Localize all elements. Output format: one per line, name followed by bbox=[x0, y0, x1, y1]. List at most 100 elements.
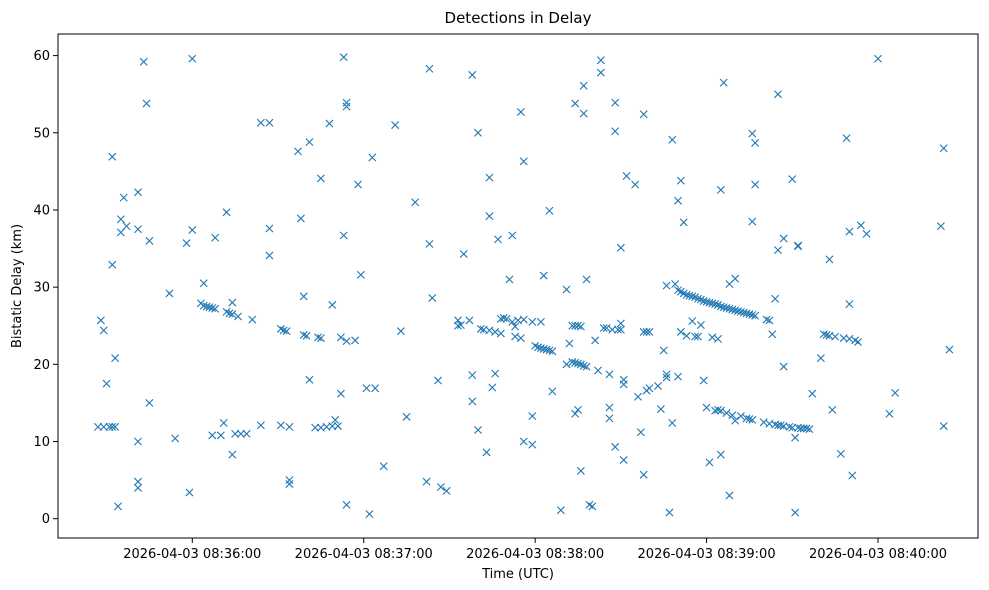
data-point bbox=[545, 206, 554, 215]
data-point bbox=[836, 449, 845, 458]
data-point bbox=[562, 285, 571, 294]
data-point bbox=[579, 361, 588, 370]
data-point bbox=[691, 332, 700, 341]
data-point bbox=[122, 222, 131, 231]
plot-frame bbox=[57, 33, 979, 539]
data-point bbox=[276, 421, 285, 430]
data-point bbox=[542, 345, 551, 354]
data-point bbox=[794, 242, 802, 251]
data-point bbox=[468, 70, 477, 79]
data-point bbox=[208, 304, 217, 312]
data-point bbox=[362, 384, 371, 393]
data-point bbox=[791, 433, 800, 442]
data-point bbox=[591, 336, 600, 345]
data-point bbox=[822, 331, 831, 339]
data-point bbox=[228, 310, 237, 319]
data-point bbox=[336, 333, 345, 342]
data-point bbox=[574, 359, 582, 368]
data-point bbox=[199, 301, 208, 310]
data-point bbox=[645, 384, 654, 393]
data-point bbox=[536, 317, 545, 326]
data-point bbox=[785, 422, 794, 431]
data-point bbox=[519, 315, 528, 324]
data-point bbox=[311, 423, 320, 432]
data-point bbox=[671, 280, 680, 289]
data-point bbox=[816, 354, 825, 363]
data-point bbox=[599, 324, 608, 333]
data-point bbox=[854, 337, 862, 346]
data-point bbox=[856, 221, 865, 230]
data-point bbox=[488, 383, 497, 392]
data-point bbox=[428, 293, 437, 302]
data-point bbox=[482, 448, 491, 457]
data-point bbox=[294, 147, 302, 156]
data-point bbox=[548, 347, 557, 356]
data-point bbox=[342, 337, 351, 346]
data-point bbox=[422, 477, 431, 486]
data-point bbox=[134, 437, 142, 446]
data-point bbox=[331, 415, 340, 424]
data-point bbox=[516, 334, 525, 343]
data-point bbox=[685, 291, 694, 300]
data-point bbox=[248, 315, 257, 324]
data-point bbox=[205, 303, 214, 312]
data-point bbox=[728, 305, 737, 314]
data-point bbox=[368, 153, 377, 162]
data-point bbox=[731, 274, 740, 283]
data-point bbox=[145, 236, 154, 245]
data-point bbox=[716, 302, 725, 311]
data-point bbox=[714, 334, 722, 343]
y-tick-label: 30 bbox=[33, 281, 50, 296]
data-point bbox=[676, 327, 685, 336]
x-tick-label: 2026-04-03 08:37:00 bbox=[295, 547, 433, 562]
data-point bbox=[328, 300, 337, 309]
data-point bbox=[722, 304, 731, 312]
data-point bbox=[845, 300, 854, 309]
data-point bbox=[199, 279, 208, 288]
data-point bbox=[296, 214, 305, 223]
data-point bbox=[111, 422, 120, 431]
data-point bbox=[682, 290, 691, 299]
data-point bbox=[236, 429, 245, 438]
data-point bbox=[699, 376, 708, 385]
data-point bbox=[391, 121, 400, 130]
data-point bbox=[485, 326, 494, 335]
data-point bbox=[696, 320, 705, 329]
data-point bbox=[519, 437, 528, 446]
chart-title: Detections in Delay bbox=[445, 9, 592, 27]
data-point bbox=[674, 372, 682, 381]
data-point bbox=[742, 414, 751, 423]
data-point bbox=[631, 180, 640, 189]
data-point bbox=[508, 317, 517, 326]
data-point bbox=[502, 314, 511, 323]
data-point bbox=[116, 215, 125, 224]
data-point bbox=[499, 314, 508, 323]
data-point bbox=[605, 414, 614, 423]
data-point bbox=[365, 510, 374, 519]
data-point bbox=[574, 405, 582, 414]
data-point bbox=[719, 303, 728, 312]
data-point bbox=[516, 107, 525, 116]
data-point bbox=[202, 302, 211, 311]
data-point bbox=[714, 405, 722, 414]
data-point bbox=[788, 423, 797, 432]
data-point bbox=[225, 309, 234, 318]
data-point bbox=[528, 412, 537, 421]
data-point bbox=[114, 502, 122, 511]
data-point bbox=[831, 332, 840, 341]
data-point bbox=[616, 243, 625, 252]
data-point bbox=[656, 405, 665, 414]
data-point bbox=[862, 229, 871, 238]
data-point bbox=[182, 239, 191, 248]
data-point bbox=[328, 422, 337, 431]
data-point bbox=[165, 289, 174, 298]
data-point bbox=[465, 316, 474, 325]
data-point bbox=[616, 325, 625, 334]
data-point bbox=[828, 405, 837, 414]
data-point bbox=[485, 212, 494, 221]
data-point bbox=[171, 434, 180, 443]
data-point bbox=[442, 486, 451, 495]
data-point bbox=[891, 388, 900, 397]
data-point bbox=[99, 326, 108, 335]
